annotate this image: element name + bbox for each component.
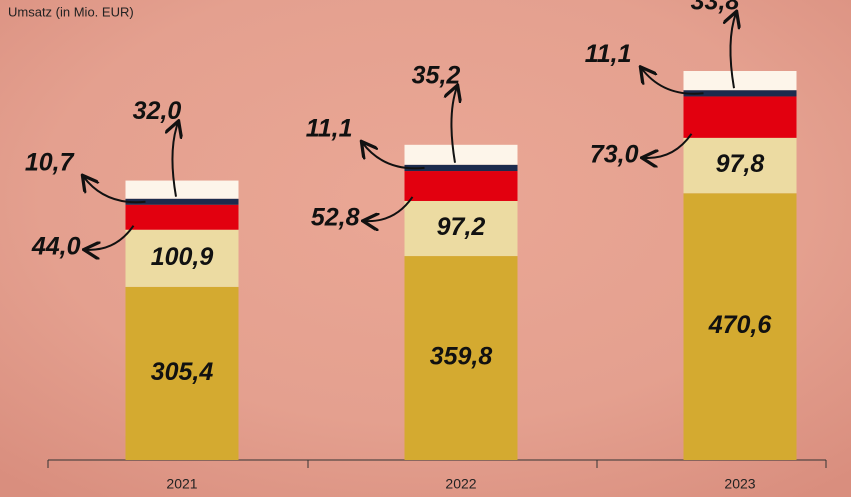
value-label: 100,9 [151, 243, 214, 271]
arrow [363, 143, 425, 170]
value-label: 33,8 [691, 0, 740, 16]
value-label: 470,6 [708, 311, 773, 339]
bar-segment [404, 200, 518, 257]
x-tick-label: 2021 [166, 476, 197, 492]
bar-segment [125, 204, 239, 230]
bar-segment [683, 193, 797, 460]
value-label: 73,0 [590, 140, 639, 168]
bar-segment [683, 137, 797, 194]
bar-segment [125, 286, 239, 460]
value-label: 11,1 [306, 115, 353, 143]
arrow [642, 68, 704, 95]
value-label: 359,8 [430, 343, 493, 371]
value-label: 97,8 [716, 150, 765, 178]
x-tick-label: 2022 [445, 476, 476, 492]
chart-title: Umsatz (in Mio. EUR) [8, 4, 134, 19]
arrow [730, 13, 736, 89]
value-label: 44,0 [31, 232, 81, 260]
arrow [172, 123, 178, 197]
bar-segment [404, 144, 518, 165]
value-label: 35,2 [412, 61, 461, 89]
value-label: 97,2 [437, 213, 486, 241]
arrow [365, 196, 414, 221]
arrow [84, 177, 146, 204]
x-tick-label: 2023 [724, 476, 755, 492]
bar-segment [683, 71, 797, 91]
arrow [451, 87, 457, 163]
bar-segment [404, 164, 518, 172]
value-label: 11,1 [585, 40, 632, 68]
value-label: 32,0 [133, 97, 182, 125]
value-label: 305,4 [151, 358, 214, 386]
value-label: 52,8 [311, 204, 360, 232]
arrow [86, 225, 135, 250]
bar-segment [125, 229, 239, 287]
arrow [644, 133, 693, 158]
bar-segment [683, 96, 797, 138]
bar-segment [125, 198, 239, 205]
bar-segment [404, 171, 518, 201]
bar-segment [125, 180, 239, 199]
value-label: 10,7 [25, 148, 75, 176]
bar-segment [683, 90, 797, 97]
bar-segment [404, 256, 518, 460]
